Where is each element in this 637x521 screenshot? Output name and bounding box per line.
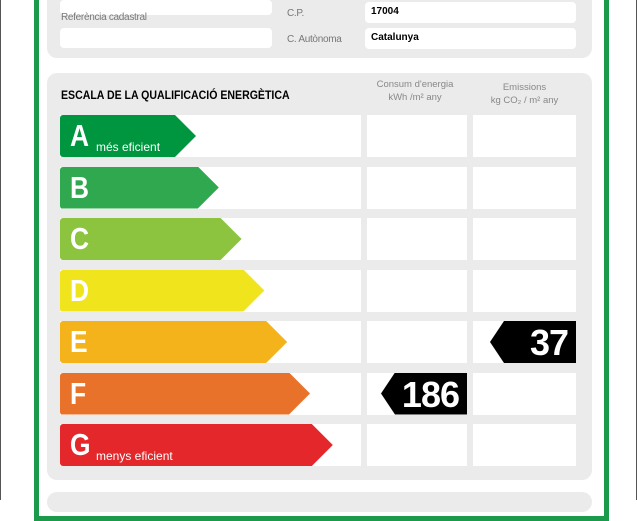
cadastral-label: Referència cadastral [61,12,147,23]
consumption-cell-F: 186 [367,372,467,415]
consumption-unit: kWh /m² any [388,92,442,103]
field-top-left [60,0,272,15]
rating-arrow-C: C [60,218,242,260]
rating-cell-F: F [60,372,361,415]
consumption-header: Consum d'energia kWh /m² any [365,78,465,104]
rating-cell-E: E [60,321,361,363]
rating-letter: A [70,118,90,153]
consumption-cell-D [367,269,467,312]
cp-field: 17004 [365,2,576,23]
rating-letter: E [70,324,88,359]
emissions-value-badge: 37 [490,321,576,363]
next-panel [47,492,592,512]
rating-cell-B: B [60,166,361,209]
emissions-cell-B [473,166,576,209]
consumption-cell-C [367,218,467,260]
cadastral-field [60,28,272,48]
emissions-unit: kg CO₂ / m² any [490,95,559,106]
emissions-cell-C [473,218,576,260]
rating-arrow-B: B [60,167,219,209]
scale-title: ESCALA DE LA QUALIFICACIÓ ENERGÈTICA [61,88,290,102]
emissions-cell-E: 37 [473,321,576,363]
emissions-cell-D [473,269,576,312]
rating-letter: C [70,221,90,256]
consumption-cell-E [367,321,467,363]
rating-arrow-E: E [60,321,287,363]
consumption-value-badge: 186 [381,372,467,415]
emissions-cell-F [473,372,576,415]
emissions-cell-A [473,115,576,157]
consumption-header-text: Consum d'energia [376,79,454,90]
emissions-header: Emissions kg CO₂ / m² any [473,81,576,107]
region-field: Catalunya [365,28,576,49]
emissions-header-text: Emissions [502,82,547,93]
rating-cell-C: C [60,218,361,260]
rating-letter: F [70,375,87,411]
rating-cell-D: D [60,269,361,312]
emissions-cell-G [473,424,576,466]
rating-arrow-D: D [60,270,264,312]
region-label: C. Autònoma [287,34,342,45]
location-panel: Referència cadastral C.P. 17004 C. Autòn… [47,0,592,58]
rating-letter: D [70,272,90,308]
energy-scale-panel: ESCALA DE LA QUALIFICACIÓ ENERGÈTICA Con… [47,73,592,480]
consumption-cell-A [367,115,467,157]
cp-label: C.P. [287,8,304,19]
rating-letter: B [70,169,90,205]
consumption-cell-B [367,166,467,209]
rating-label: menys eficient [96,449,173,463]
consumption-cell-G [367,424,467,466]
rating-arrow-F: F [60,373,310,415]
rating-label: més eficient [96,140,161,154]
rating-letter: G [70,427,91,462]
